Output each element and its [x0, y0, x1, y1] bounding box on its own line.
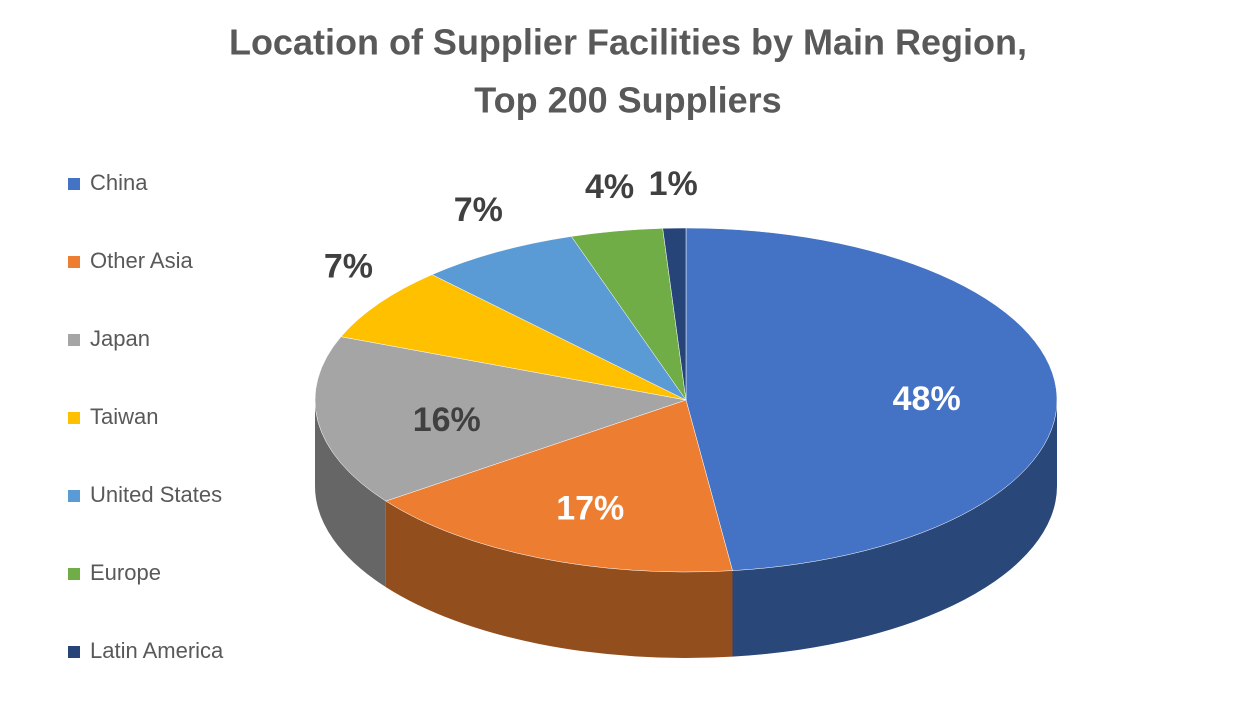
slice: [431, 236, 687, 401]
data-label: 16%: [413, 401, 481, 439]
data-label: 48%: [893, 380, 961, 418]
legend-label: China: [90, 170, 148, 195]
slice: [340, 274, 687, 401]
data-label: 7%: [454, 191, 503, 229]
legend-swatch: [68, 412, 80, 424]
legend-swatch: [68, 646, 80, 658]
legend-swatch: [68, 334, 80, 346]
legend-label: Latin America: [90, 638, 224, 663]
legend-label: United States: [90, 482, 222, 507]
data-label: 1%: [649, 165, 698, 203]
slice-side: [732, 400, 1057, 657]
legend-swatch: [68, 490, 80, 502]
legend-label: Taiwan: [90, 404, 158, 429]
data-label: 17%: [556, 490, 624, 528]
legend-label: Other Asia: [90, 248, 193, 273]
legend-swatch: [68, 256, 80, 268]
legend-swatch: [68, 178, 80, 190]
slice: [385, 399, 733, 573]
slice: [314, 336, 687, 502]
slice-side: [385, 501, 733, 658]
data-label: 7%: [324, 248, 373, 286]
slice: [662, 227, 687, 401]
legend-label: Japan: [90, 326, 150, 351]
chart-title: Location of Supplier Facilities by Main …: [229, 22, 1027, 63]
legend-swatch: [68, 568, 80, 580]
chart-title: Top 200 Suppliers: [474, 80, 781, 121]
data-label: 4%: [585, 168, 634, 206]
slice-side: [315, 400, 386, 588]
legend-label: Europe: [90, 560, 161, 585]
slice: [685, 227, 1058, 571]
